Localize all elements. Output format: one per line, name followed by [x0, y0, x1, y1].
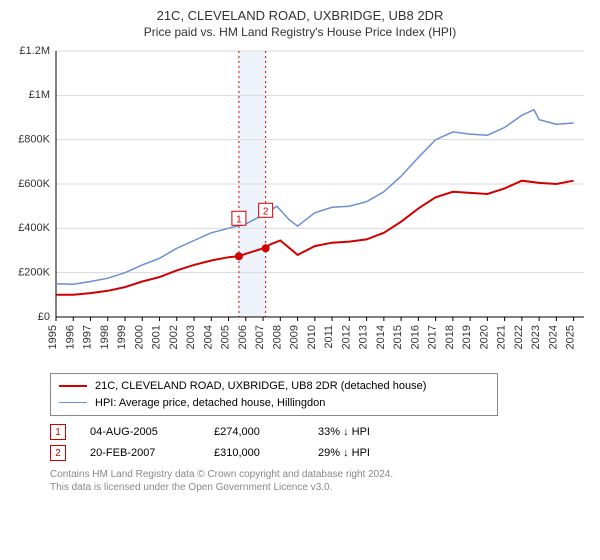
sales-table: 1 04-AUG-2005 £274,000 33% ↓ HPI 2 20-FEB-200…	[50, 422, 590, 464]
sale-pct-vs-hpi: 33% ↓ HPI	[318, 422, 428, 443]
svg-text:2011: 2011	[323, 325, 335, 349]
legend-row: HPI: Average price, detached house, Hill…	[59, 395, 489, 412]
footer-attribution: Contains HM Land Registry data © Crown c…	[50, 468, 590, 495]
svg-text:1996: 1996	[64, 325, 76, 349]
legend-label: HPI: Average price, detached house, Hill…	[95, 395, 325, 412]
legend-label: 21C, CLEVELAND ROAD, UXBRIDGE, UB8 2DR (…	[95, 378, 426, 395]
svg-text:1998: 1998	[99, 325, 111, 349]
svg-text:2020: 2020	[478, 325, 490, 349]
svg-text:2013: 2013	[358, 325, 370, 349]
chart-subtitle: Price paid vs. HM Land Registry's House …	[10, 25, 590, 39]
svg-text:2015: 2015	[392, 325, 404, 349]
svg-text:2016: 2016	[409, 325, 421, 349]
sale-number-badge: 2	[50, 445, 66, 461]
sale-pct-vs-hpi: 29% ↓ HPI	[318, 443, 428, 464]
svg-text:2000: 2000	[133, 325, 145, 349]
svg-text:1: 1	[236, 214, 242, 225]
svg-text:2002: 2002	[168, 325, 180, 349]
svg-text:2: 2	[263, 206, 269, 217]
svg-text:2005: 2005	[220, 325, 232, 349]
sales-row: 1 04-AUG-2005 £274,000 33% ↓ HPI	[50, 422, 590, 443]
chart-title: 21C, CLEVELAND ROAD, UXBRIDGE, UB8 2DR	[10, 8, 590, 23]
svg-text:2018: 2018	[444, 325, 456, 349]
legend-swatch	[59, 385, 87, 387]
svg-text:1997: 1997	[82, 325, 94, 349]
svg-text:2006: 2006	[237, 325, 249, 349]
svg-text:2014: 2014	[375, 325, 387, 349]
svg-text:2021: 2021	[496, 325, 508, 349]
svg-text:2025: 2025	[565, 325, 577, 349]
svg-text:1999: 1999	[116, 325, 128, 349]
svg-text:£600K: £600K	[18, 178, 50, 190]
svg-text:2004: 2004	[202, 325, 214, 349]
footer-line-2: This data is licensed under the Open Gov…	[50, 481, 590, 495]
svg-text:£0: £0	[38, 311, 50, 323]
legend-swatch	[59, 402, 87, 403]
svg-text:2008: 2008	[271, 325, 283, 349]
svg-text:1995: 1995	[47, 325, 59, 349]
svg-text:2023: 2023	[530, 325, 542, 349]
svg-text:2024: 2024	[547, 325, 559, 349]
svg-text:£1.2M: £1.2M	[19, 45, 50, 57]
svg-text:2017: 2017	[427, 325, 439, 349]
svg-text:£200K: £200K	[18, 267, 50, 279]
svg-text:2007: 2007	[254, 325, 266, 349]
svg-text:2009: 2009	[289, 325, 301, 349]
legend: 21C, CLEVELAND ROAD, UXBRIDGE, UB8 2DR (…	[50, 373, 498, 416]
sale-price: £310,000	[214, 443, 294, 464]
svg-text:2022: 2022	[513, 325, 525, 349]
svg-text:£800K: £800K	[18, 134, 50, 146]
svg-text:2019: 2019	[461, 325, 473, 349]
footer-line-1: Contains HM Land Registry data © Crown c…	[50, 468, 590, 482]
price-chart: £0 £200K £400K £600K £800K £1M £1.2M 1995 1996 19…	[10, 45, 590, 365]
svg-text:2003: 2003	[185, 325, 197, 349]
svg-text:2012: 2012	[340, 325, 352, 349]
legend-row: 21C, CLEVELAND ROAD, UXBRIDGE, UB8 2DR (…	[59, 378, 489, 395]
chart-area: £0 £200K £400K £600K £800K £1M £1.2M 1995 1996 19…	[10, 45, 590, 365]
sale-price: £274,000	[214, 422, 294, 443]
svg-text:2010: 2010	[306, 325, 318, 349]
svg-text:£1M: £1M	[29, 89, 50, 101]
sale-date: 04-AUG-2005	[90, 422, 190, 443]
svg-text:£400K: £400K	[18, 222, 50, 234]
svg-text:2001: 2001	[151, 325, 163, 349]
sale-number-badge: 1	[50, 424, 66, 440]
sales-row: 2 20-FEB-2007 £310,000 29% ↓ HPI	[50, 443, 590, 464]
sale-date: 20-FEB-2007	[90, 443, 190, 464]
